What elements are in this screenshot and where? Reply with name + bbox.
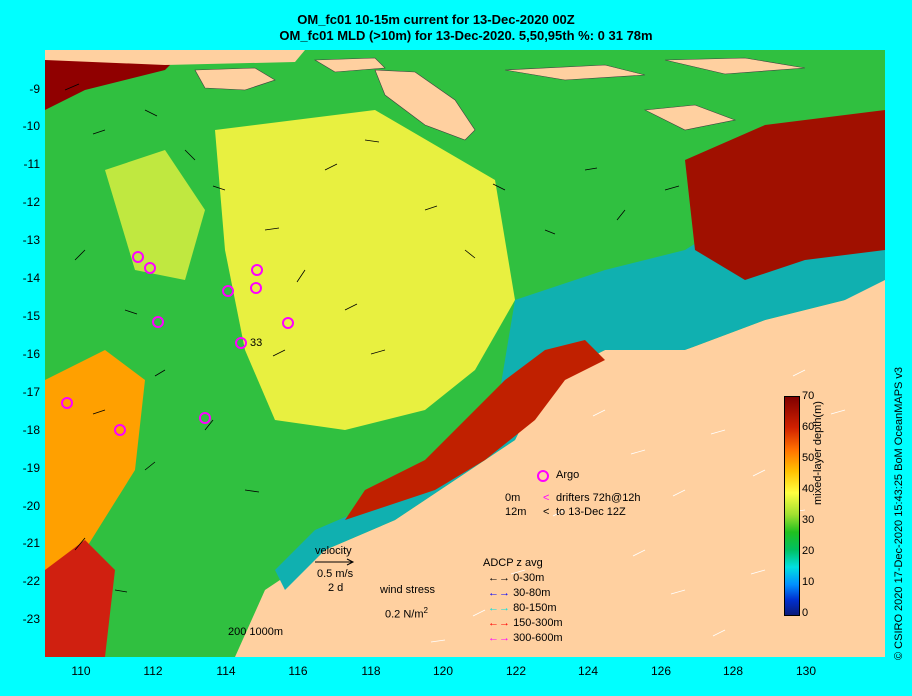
drifters-label-line1: drifters 72h@12h	[556, 492, 641, 504]
x-tick: 110	[71, 664, 91, 678]
tanimbar-island	[643, 104, 737, 131]
x-tick: 120	[432, 664, 454, 678]
adcp-legend-item: ←→ 80-150m	[488, 602, 556, 614]
y-tick: -12	[22, 195, 40, 209]
x-tick: 122	[505, 664, 527, 678]
drifter-depth-12: 12m	[505, 506, 527, 518]
adcp-legend-label: 150-300m	[513, 617, 563, 629]
adcp-legend-label: 30-80m	[513, 587, 551, 599]
ocean-mld-red-coast	[345, 340, 605, 520]
y-tick: -14	[22, 271, 40, 285]
adcp-legend-item: ←→ 0-30m	[488, 572, 544, 584]
y-tick: -22	[22, 574, 40, 588]
x-tick: 118	[361, 664, 381, 678]
ocean-mld-red-west	[45, 540, 115, 657]
velocity-scale: 0.5 m/s	[317, 568, 354, 580]
colorbar-tick: 50	[802, 452, 815, 464]
current-vectors	[64, 83, 680, 593]
colorbar-tick: 60	[802, 421, 815, 433]
adcp-arrow-icon: ←→	[488, 587, 510, 599]
x-tick: 128	[722, 664, 744, 678]
adcp-arrow-icon: ←→	[488, 632, 510, 644]
x-tick: 130	[795, 664, 817, 678]
x-tick: 114	[216, 664, 236, 678]
adcp-legend-label: 80-150m	[513, 602, 557, 614]
argo-legend-label: Argo	[556, 469, 580, 481]
sumba-island	[194, 67, 276, 91]
argo-floats	[61, 251, 294, 436]
colorbar-tick: 0	[802, 607, 809, 619]
colorbar-tick: 30	[802, 514, 815, 526]
argo-float-id: 33	[250, 337, 263, 349]
x-tick: 116	[288, 664, 308, 678]
map-title-line2: OM_fc01 MLD (>10m) for 13-Dec-2020. 5,50…	[279, 28, 653, 43]
velocity-days: 2 d	[328, 582, 344, 594]
colorbar-tick: 20	[802, 545, 815, 557]
drifter-depth-0: 0m	[505, 492, 521, 504]
credit-text: © CSIRO 2020 17-Dec-2020 15:43:25 BoM Oc…	[893, 366, 905, 660]
y-tick: -9	[29, 82, 40, 96]
velocity-label: velocity	[315, 545, 352, 557]
y-tick: -19	[22, 461, 40, 475]
colorbar-tick: 10	[802, 576, 815, 588]
y-tick: -11	[23, 157, 40, 171]
colorbar-tick: 70	[802, 390, 815, 402]
drifter-magenta-icon: <	[543, 492, 550, 504]
y-tick: -18	[22, 423, 40, 437]
colorbar-title: mixed-layer depth(m)	[812, 401, 824, 505]
australia-land	[240, 280, 885, 657]
drifter-black-icon: <	[543, 506, 550, 518]
java-coast	[45, 50, 305, 65]
y-tick: -16	[22, 347, 40, 361]
drifters-label-line2: to 13-Dec 12Z	[556, 506, 626, 518]
argo-legend-icon	[537, 470, 549, 482]
ocean-mld-yellow	[215, 110, 515, 430]
y-tick: -20	[22, 499, 40, 513]
ocean-mld-dark-north	[45, 50, 185, 110]
adcp-legend-item: ←→ 150-300m	[488, 617, 563, 629]
ocean-mld-darkred-east	[685, 110, 885, 280]
ocean-map[interactable]	[45, 50, 885, 657]
adcp-legend-label: 0-30m	[513, 572, 545, 584]
wind-stress-label: wind stress	[380, 584, 436, 596]
map-svg	[45, 50, 885, 657]
colorbar-tick: 40	[802, 483, 815, 495]
adcp-arrow-icon: ←→	[488, 602, 510, 614]
y-tick: -13	[22, 233, 40, 247]
x-tick: 112	[143, 664, 163, 678]
adcp-arrow-icon: ←→	[488, 572, 510, 584]
x-tick: 126	[650, 664, 672, 678]
ocean-mld-orange-west	[45, 350, 145, 610]
y-tick: -21	[22, 536, 40, 550]
timor-island	[374, 69, 476, 141]
adcp-arrow-icon: ←→	[488, 617, 510, 629]
y-tick: -23	[22, 612, 40, 626]
y-tick: -15	[22, 309, 40, 323]
north-islands	[313, 57, 806, 81]
y-tick: -10	[22, 119, 40, 133]
wind-stress-scale: 0.2 N/m2	[385, 606, 428, 621]
map-title-line1: OM_fc01 10-15m current for 13-Dec-2020 0…	[297, 12, 575, 27]
isobath-legend: 200 1000m	[228, 626, 284, 638]
colorbar	[784, 396, 800, 616]
adcp-legend-item: ←→ 300-600m	[488, 632, 563, 644]
ocean-mld-yellow2	[105, 150, 205, 280]
adcp-legend-item: ←→ 30-80m	[488, 587, 550, 599]
velocity-arrow-icon	[315, 558, 355, 566]
adcp-title: ADCP z avg	[483, 557, 543, 569]
y-tick: -17	[22, 385, 40, 399]
x-tick: 124	[577, 664, 599, 678]
adcp-legend-label: 300-600m	[513, 632, 563, 644]
